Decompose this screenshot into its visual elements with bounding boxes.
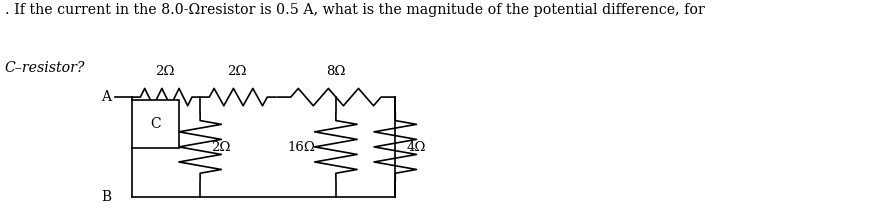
Text: 2Ω: 2Ω [155,65,174,78]
Text: C: C [150,117,160,131]
Text: A: A [101,90,111,104]
Text: 4Ω: 4Ω [406,141,426,155]
Text: 2Ω: 2Ω [211,141,230,155]
Text: 8Ω: 8Ω [326,65,346,78]
Bar [132,100,178,148]
Text: B: B [101,190,111,204]
Text: 2Ω: 2Ω [227,65,246,78]
Text: . If the current in the 8.0-Ωresistor is 0.5 A, what is the magnitude of the pot: . If the current in the 8.0-Ωresistor is… [5,3,704,17]
Text: 16Ω: 16Ω [288,141,315,155]
Text: C–resistor?: C–resistor? [5,61,86,75]
